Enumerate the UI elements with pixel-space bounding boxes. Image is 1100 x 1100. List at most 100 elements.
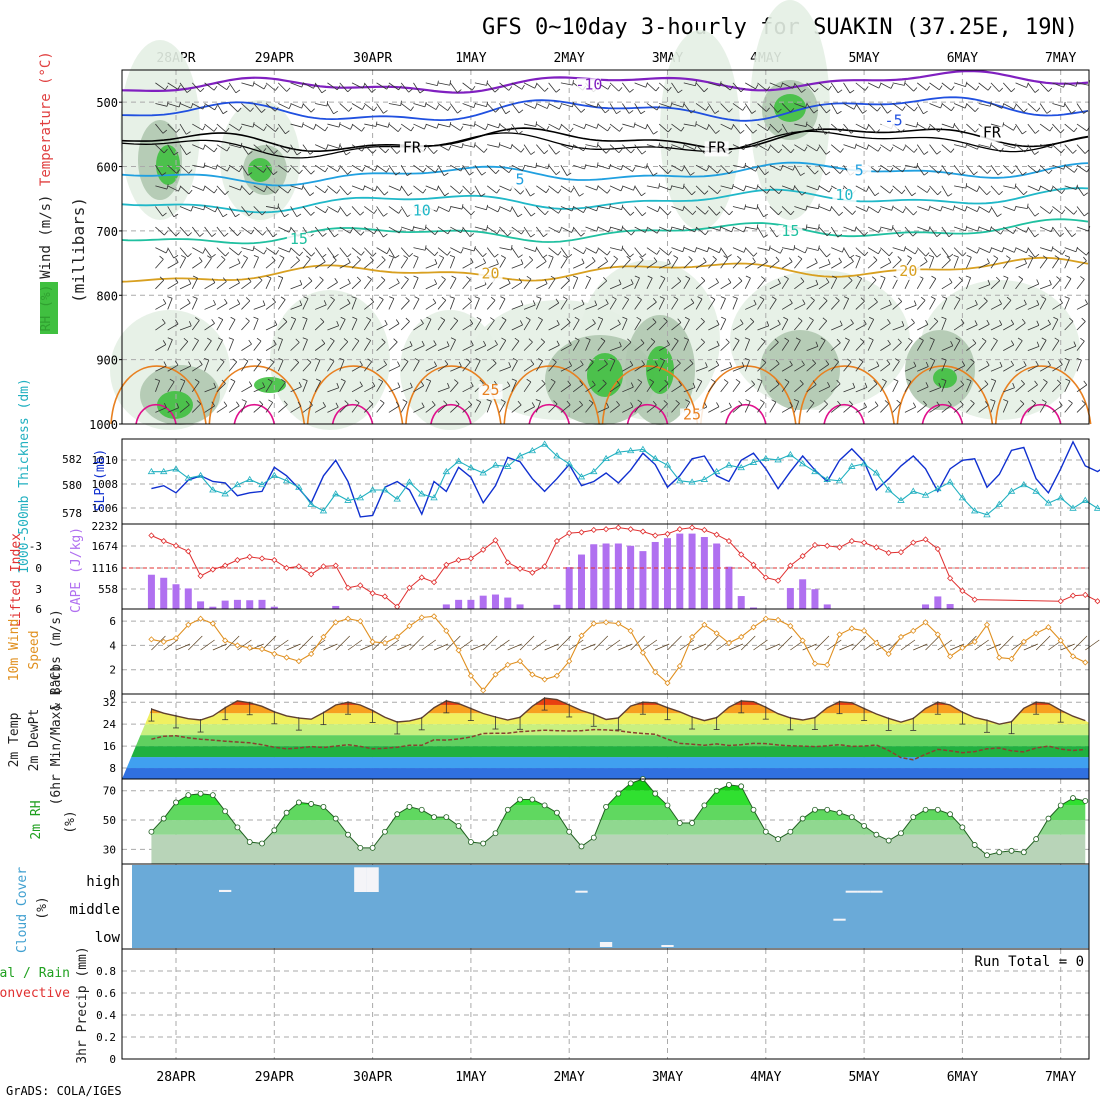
wind-barb-flag — [574, 316, 580, 321]
wind-barb — [732, 280, 743, 290]
wind-barb — [523, 259, 534, 269]
thickness-point — [1056, 494, 1065, 501]
wind-barb-flag — [877, 167, 882, 173]
wind-barb-flag — [218, 316, 224, 320]
contour-label: -10 — [575, 75, 602, 93]
wind-barb-flag — [961, 129, 966, 134]
wind-barb-flag — [630, 211, 635, 216]
wind-barb-flag — [544, 87, 549, 92]
wind-speed-point — [627, 627, 634, 634]
wind-barb-flag — [337, 166, 341, 172]
wind-barb — [843, 247, 851, 259]
wind-barb — [609, 283, 622, 290]
wind-barb-flag — [483, 340, 487, 346]
wind-barb — [769, 323, 781, 331]
wind-barb-flag — [1003, 399, 1009, 402]
wind-barb-flag — [396, 278, 400, 284]
wind-barb-flag — [780, 82, 784, 88]
wind-barb — [757, 362, 767, 372]
wind-barb-flag — [744, 204, 747, 210]
wind-barb — [302, 103, 312, 113]
wind-barb-flag — [162, 129, 168, 134]
wind-barb-flag — [188, 189, 193, 195]
wind-barb-flag — [652, 400, 657, 406]
wind-barb-flag — [804, 146, 808, 152]
wind-barb — [827, 639, 842, 651]
wind-barb — [388, 341, 398, 351]
wind-barb — [413, 164, 424, 173]
wind-barb-flag — [375, 121, 378, 127]
wind-barb-flag — [194, 378, 200, 383]
wind-barb — [1003, 364, 1014, 372]
thickness-line — [151, 443, 1100, 516]
wind-barb — [904, 206, 914, 216]
wind-barb — [523, 341, 533, 351]
thickness-point — [332, 490, 340, 497]
wind-barb-flag — [864, 86, 869, 91]
wind-barb — [462, 247, 475, 252]
wind-barb — [1039, 364, 1051, 372]
wind-barb — [904, 304, 917, 310]
wind-barb-flag — [571, 227, 575, 233]
wind-barb — [929, 387, 941, 393]
wind-barb — [1064, 123, 1075, 133]
wind-barb-flag — [864, 382, 868, 388]
isotherm-25 — [208, 365, 306, 425]
wind-speed-point — [1008, 655, 1015, 662]
wind-barb — [486, 103, 496, 113]
wind-barb-flag — [607, 126, 611, 132]
wind-barb-flag — [837, 89, 843, 94]
wind-barb-flag — [1034, 89, 1040, 93]
lifted-index-point — [455, 556, 462, 564]
wind-barb — [1064, 380, 1071, 392]
wind-barb — [622, 259, 631, 269]
wind-barb — [376, 324, 388, 331]
wind-barb — [462, 323, 474, 331]
wind-barb — [843, 340, 850, 351]
wind-barb-flag — [767, 126, 771, 131]
wind-barb-flag — [789, 298, 793, 304]
wind-barb — [400, 165, 408, 176]
lifted-index-point — [160, 537, 167, 545]
wind-barb-flag — [163, 402, 167, 408]
wind-barb-flag — [981, 337, 987, 342]
wind-barb-flag — [825, 277, 830, 283]
wind-barb-flag — [468, 400, 473, 405]
wind-barb-flag — [591, 256, 596, 262]
thickness-point — [762, 454, 770, 462]
wind-barb-flag — [644, 227, 648, 233]
wind-tick-label: 0 — [109, 688, 116, 701]
wind-barb — [708, 324, 720, 331]
lifted-index-point — [1082, 591, 1089, 598]
wind-barb — [658, 298, 665, 310]
wind-barb-flag — [1018, 276, 1024, 280]
wind-barb-flag — [965, 183, 968, 189]
wind-barb-flag — [840, 127, 844, 133]
rh-point — [885, 837, 892, 844]
wind-barb — [216, 339, 223, 351]
wind-barb — [425, 226, 436, 236]
wind-barb-flag — [167, 296, 173, 299]
wind-barb — [978, 284, 991, 290]
cape-bar — [491, 594, 499, 609]
contour-label-bg — [847, 164, 872, 180]
rh-point — [615, 790, 622, 797]
wind-barb — [1015, 226, 1027, 233]
wind-barb-flag — [202, 248, 206, 254]
wind-barb-flag — [1060, 129, 1065, 134]
wind-barb — [364, 164, 376, 172]
wind-barb — [732, 82, 742, 93]
wind-barb — [634, 319, 642, 331]
wind-barb-flag — [875, 129, 880, 134]
lifted-index-point — [676, 526, 683, 533]
wind-barb — [179, 404, 190, 413]
wind-barb — [646, 301, 657, 310]
wind-barb — [228, 319, 236, 331]
wind-barb — [155, 165, 163, 176]
wind-barb-flag — [550, 378, 556, 383]
wind-barb-flag — [629, 88, 634, 93]
wind-barb — [1076, 403, 1086, 413]
wind-barb-flag — [912, 402, 917, 408]
lifted-index-point — [566, 530, 573, 537]
wind-barb-flag — [925, 319, 929, 325]
